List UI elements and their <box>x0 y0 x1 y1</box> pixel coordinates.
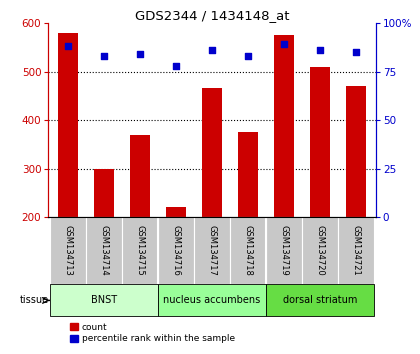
Point <box>101 53 108 59</box>
Text: BNST: BNST <box>91 296 117 306</box>
Bar <box>158 284 266 316</box>
Bar <box>94 169 114 217</box>
Bar <box>202 88 222 217</box>
Text: GSM134713: GSM134713 <box>63 225 73 276</box>
Bar <box>338 217 374 284</box>
Point <box>281 41 287 47</box>
Point <box>137 51 144 57</box>
Title: GDS2344 / 1434148_at: GDS2344 / 1434148_at <box>135 9 289 22</box>
Bar <box>274 35 294 217</box>
Text: tissue: tissue <box>20 296 49 306</box>
Bar <box>194 217 230 284</box>
Bar <box>50 217 86 284</box>
Bar <box>122 217 158 284</box>
Bar <box>302 217 338 284</box>
Point <box>353 49 360 55</box>
Bar <box>166 207 186 217</box>
Text: dorsal striatum: dorsal striatum <box>283 296 357 306</box>
Bar <box>86 217 122 284</box>
Point <box>65 44 71 49</box>
Bar <box>266 217 302 284</box>
Bar <box>310 67 330 217</box>
Bar <box>58 33 78 217</box>
Text: GSM134715: GSM134715 <box>136 225 144 276</box>
Text: GSM134717: GSM134717 <box>207 225 217 276</box>
Text: GSM134714: GSM134714 <box>100 225 109 276</box>
Bar <box>346 86 366 217</box>
Bar <box>238 132 258 217</box>
Text: GSM134720: GSM134720 <box>315 225 325 276</box>
Bar <box>130 135 150 217</box>
Text: GSM134719: GSM134719 <box>280 225 289 276</box>
Bar <box>230 217 266 284</box>
Point <box>245 53 252 59</box>
Legend: count, percentile rank within the sample: count, percentile rank within the sample <box>69 322 236 344</box>
Text: GSM134721: GSM134721 <box>352 225 361 276</box>
Bar <box>50 284 158 316</box>
Bar <box>266 284 374 316</box>
Text: GSM134716: GSM134716 <box>172 225 181 276</box>
Text: nucleus accumbens: nucleus accumbens <box>163 296 261 306</box>
Point <box>173 63 179 69</box>
Text: GSM134718: GSM134718 <box>244 225 252 276</box>
Bar <box>158 217 194 284</box>
Point <box>209 47 215 53</box>
Point <box>317 47 323 53</box>
